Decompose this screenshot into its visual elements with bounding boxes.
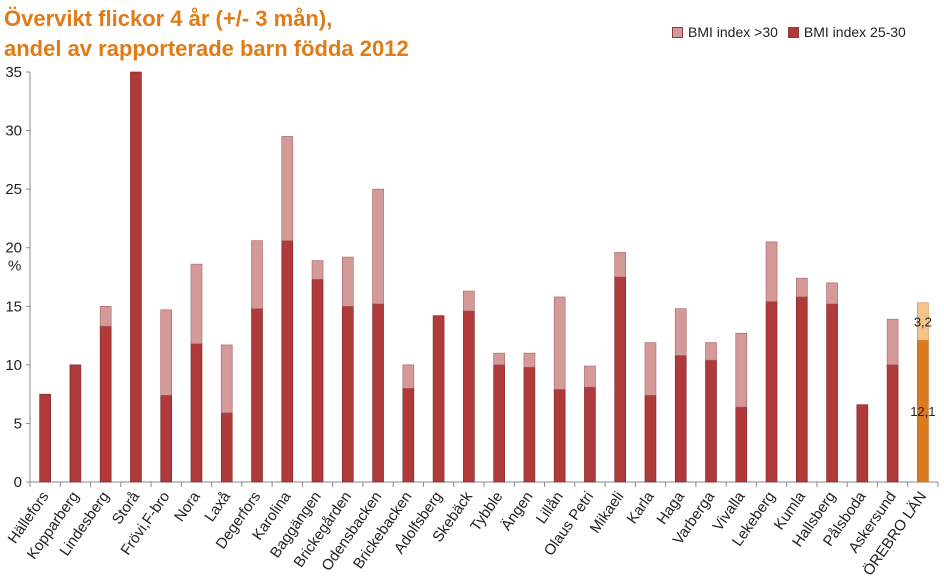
bar-bmi-25-30 [190,343,203,483]
bar-bmi-25-30 [614,276,627,483]
bar-bmi-25-30 [795,296,808,483]
chart-title-line2: andel av rapporterade barn födda 2012 [4,36,409,61]
data-label-bmi-25-30: 12,1 [910,404,935,419]
bar-bmi-over-30 [99,305,112,327]
legend-label-bmi-25-30: BMI index 25-30 [803,24,906,40]
bar-bmi-25-30 [886,364,899,483]
bar-bmi-25-30 [674,355,687,483]
data-label-bmi-over-30: 3,2 [914,315,932,330]
bar-bmi-over-30 [765,241,778,302]
bar-bmi-over-30 [251,240,263,309]
bar-bmi-25-30 [160,395,172,483]
bar-bmi-over-30 [705,342,717,361]
y-tick-label: 15 [5,298,22,315]
bar-bmi-over-30 [160,309,172,396]
bar-bmi-over-30 [674,308,687,356]
bar-bmi-over-30 [584,365,596,388]
chart-title: Övervikt flickor 4 år (+/- 3 mån), andel… [4,4,409,64]
x-tick-label: Karla [624,488,658,527]
bar-bmi-25-30 [765,301,778,483]
bar-bmi-over-30 [372,188,384,305]
bar-bmi-over-30 [795,277,808,298]
bar-bmi-over-30 [402,364,415,389]
bar-bmi-25-30 [432,315,445,483]
bar-bmi-over-30 [523,352,536,368]
bar-bmi-over-30 [281,136,294,241]
bar-bmi-25-30 [705,359,717,483]
y-tick-label: 5 [14,415,22,432]
chart-legend: BMI index >30 BMI index 25-30 [672,24,916,40]
bar-bmi-25-30 [281,240,294,483]
bar-bmi-25-30 [99,325,112,483]
x-tick-label: Tybble [467,489,506,535]
bar-bmi-over-30 [341,256,354,307]
bar-bmi-25-30 [735,406,748,483]
y-tick-label: 20 [5,240,22,257]
bar-bmi-25-30 [39,393,51,483]
x-tick-label: Nora [171,488,204,525]
bar-bmi-over-30 [220,344,233,414]
y-tick-label: 0 [14,474,22,491]
bar-bmi-25-30 [251,308,263,483]
bar-bmi-25-30 [220,412,233,483]
bar-bmi-25-30 [341,305,354,483]
bar-bmi-25-30 [584,386,596,483]
bar-bmi-25-30 [644,395,657,483]
bar-bmi-over-30 [614,252,627,278]
bar-bmi-25-30 [69,364,82,483]
y-tick-label: 25 [5,181,22,198]
legend-label-bmi-over-30: BMI index >30 [688,24,778,40]
bar-bmi-over-30 [311,260,324,280]
bar-bmi-25-30 [856,404,869,483]
bar-bmi-over-30 [553,296,566,390]
y-axis-label: % [8,257,21,274]
chart-title-line1: Övervikt flickor 4 år (+/- 3 mån), [4,6,333,31]
bar-bmi-25-30 [826,303,838,483]
bar-bmi-25-30 [463,310,475,483]
bar-bmi-over-30 [826,282,838,305]
bar-bmi-over-30 [493,352,505,366]
y-tick-label: 10 [5,357,22,374]
bar-bmi-over-30 [735,332,748,408]
legend-swatch-bmi-25-30 [787,26,799,38]
legend-swatch-bmi-over-30 [672,26,683,38]
legend-item-bmi-over-30: BMI index >30 [672,24,778,40]
y-tick-label: 30 [5,123,22,140]
bar-bmi-25-30 [523,366,536,483]
bar-bmi-25-30 [311,279,324,483]
bar-bmi-25-30 [493,364,505,483]
bar-bmi-25-30 [372,303,384,483]
bar-bmi-25-30 [402,387,415,483]
bar-bmi-over-30 [190,263,203,345]
y-tick-label: 35 [5,64,22,81]
bar-bmi-25-30 [553,389,566,483]
legend-item-bmi-25-30: BMI index 25-30 [787,24,906,40]
bar-bmi-over-30 [886,318,899,366]
bar-bmi-over-30 [463,290,475,312]
bar-bmi-25-30 [130,71,142,483]
x-tick-label: Ängen [498,489,537,534]
bar-bmi-over-30 [917,302,929,341]
bar-bmi-over-30 [644,342,657,396]
